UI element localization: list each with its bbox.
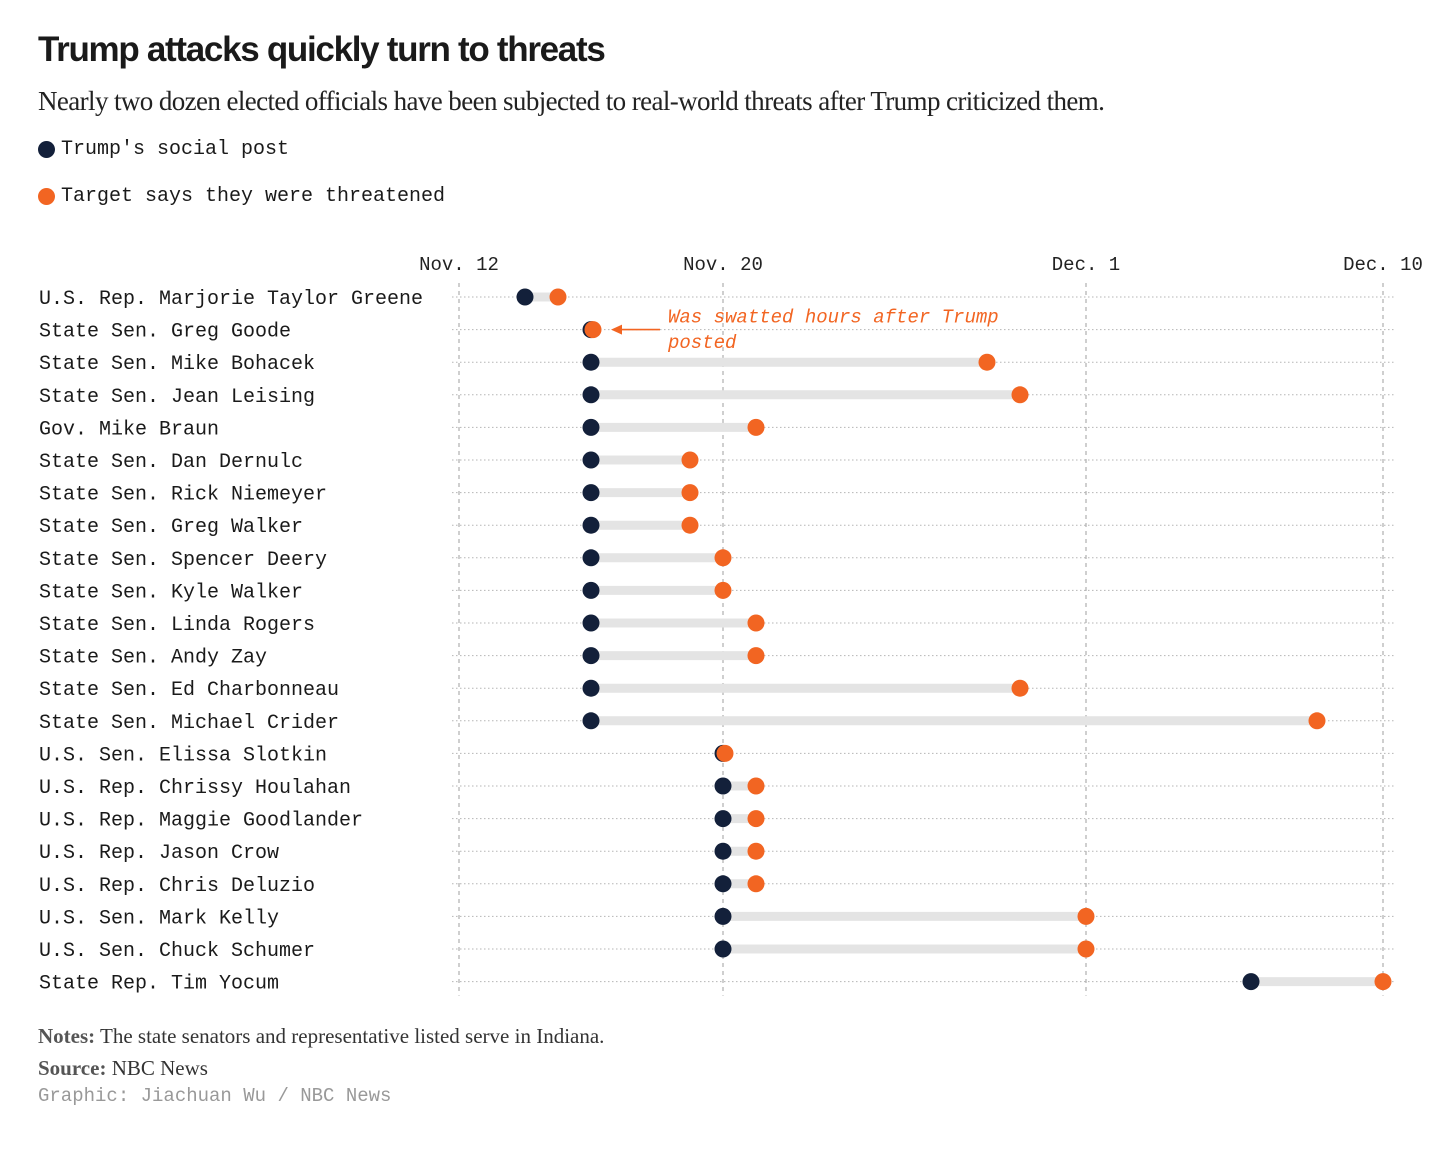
threat-dot <box>681 451 699 469</box>
row-label: State Sen. Rick Niemeyer <box>39 484 327 507</box>
legend-item-threat: Target says they were threatened <box>38 185 445 208</box>
row-label: State Sen. Andy Zay <box>39 647 267 670</box>
threat-dot <box>1077 907 1095 925</box>
legend-item-post: Trump's social post <box>38 138 289 161</box>
threat-dot <box>747 810 765 828</box>
threat-dot <box>747 875 765 893</box>
x-tick-label: Nov. 12 <box>419 254 499 276</box>
chart-title: Trump attacks quickly turn to threats <box>38 30 606 69</box>
threat-dot <box>1011 386 1029 404</box>
post-dot <box>582 647 600 665</box>
post-dot <box>582 451 600 469</box>
post-dot <box>516 288 534 306</box>
post-dot <box>714 907 732 925</box>
row-label: State Sen. Michael Crider <box>39 712 339 735</box>
threat-dot <box>716 744 734 762</box>
threat-dot <box>549 288 567 306</box>
graphic-credit: Graphic: Jiachuan Wu / NBC News <box>38 1085 392 1107</box>
post-dot <box>582 484 600 502</box>
chart-notes: Notes: The state senators and representa… <box>38 1020 604 1084</box>
row-label: State Sen. Linda Rogers <box>39 614 315 637</box>
post-dot <box>582 516 600 534</box>
post-dot <box>582 614 600 632</box>
row-label: U.S. Rep. Maggie Goodlander <box>39 810 363 833</box>
post-dot <box>582 353 600 371</box>
post-dot <box>582 581 600 599</box>
threat-dot <box>714 549 732 567</box>
annotation-arrow-head <box>611 324 622 335</box>
threat-dot <box>1011 679 1029 697</box>
post-dot <box>714 777 732 795</box>
row-label: State Sen. Greg Walker <box>39 516 303 539</box>
post-dot <box>714 842 732 860</box>
row-label: State Sen. Spencer Deery <box>39 549 327 572</box>
threat-dot <box>584 321 602 339</box>
post-dot <box>714 875 732 893</box>
post-dot <box>582 549 600 567</box>
threat-dot <box>747 842 765 860</box>
threat-dot <box>714 581 732 599</box>
threat-dot <box>1308 712 1326 730</box>
row-label: Gov. Mike Braun <box>39 418 219 441</box>
threat-dot <box>978 353 996 371</box>
row-label: U.S. Rep. Marjorie Taylor Greene <box>39 288 423 311</box>
annotation-text: Was swatted hours after Trump <box>668 307 999 329</box>
row-label: U.S. Rep. Chrissy Houlahan <box>39 777 351 800</box>
row-label: State Sen. Jean Leising <box>39 386 315 409</box>
row-label: U.S. Sen. Mark Kelly <box>39 907 279 930</box>
source-line: Source: NBC News <box>38 1052 604 1084</box>
row-label: U.S. Rep. Jason Crow <box>39 842 279 865</box>
row-label: State Sen. Mike Bohacek <box>39 353 315 376</box>
legend-label-post: Trump's social post <box>61 138 290 161</box>
annotation-text: posted <box>667 332 737 354</box>
legend-label-threat: Target says they were threatened <box>61 185 446 208</box>
threat-dot <box>1374 973 1392 991</box>
legend-dot-post <box>38 141 55 158</box>
row-label: U.S. Sen. Elissa Slotkin <box>39 744 327 767</box>
threat-dot <box>681 484 699 502</box>
row-label: State Sen. Ed Charbonneau <box>39 679 339 702</box>
notes-line: Notes: The state senators and representa… <box>38 1020 604 1052</box>
post-dot <box>582 386 600 404</box>
post-dot <box>714 940 732 958</box>
source-label: Source: <box>38 1056 107 1080</box>
row-label: State Sen. Kyle Walker <box>39 581 303 604</box>
post-dot <box>1242 973 1260 991</box>
dumbbell-chart: Nov. 12 Nov. 20 Dec. 1 Dec. 10 U.S. Rep. Mar… <box>39 254 1423 996</box>
chart-subtitle: Nearly two dozen elected officials have … <box>38 86 1105 116</box>
row-label: State Rep. Tim Yocum <box>39 973 279 996</box>
threat-dot <box>681 516 699 534</box>
post-dot <box>714 810 732 828</box>
post-dot <box>582 418 600 436</box>
x-tick-label: Dec. 1 <box>1052 254 1120 276</box>
threat-dot <box>747 418 765 436</box>
x-tick-label: Nov. 20 <box>683 254 763 276</box>
source-text: NBC News <box>111 1056 208 1080</box>
row-label: State Sen. Greg Goode <box>39 321 291 344</box>
x-tick-label: Dec. 10 <box>1343 254 1423 276</box>
threat-dot <box>1077 940 1095 958</box>
row-label: U.S. Rep. Chris Deluzio <box>39 875 315 898</box>
threat-dot <box>747 647 765 665</box>
row-label: State Sen. Dan Dernulc <box>39 451 303 474</box>
post-dot <box>582 712 600 730</box>
threat-dot <box>747 777 765 795</box>
notes-text: The state senators and representative li… <box>100 1024 605 1048</box>
legend-dot-threat <box>38 188 55 205</box>
row-label: U.S. Sen. Chuck Schumer <box>39 940 315 963</box>
threat-dot <box>747 614 765 632</box>
post-dot <box>582 679 600 697</box>
notes-label: Notes: <box>38 1024 96 1048</box>
